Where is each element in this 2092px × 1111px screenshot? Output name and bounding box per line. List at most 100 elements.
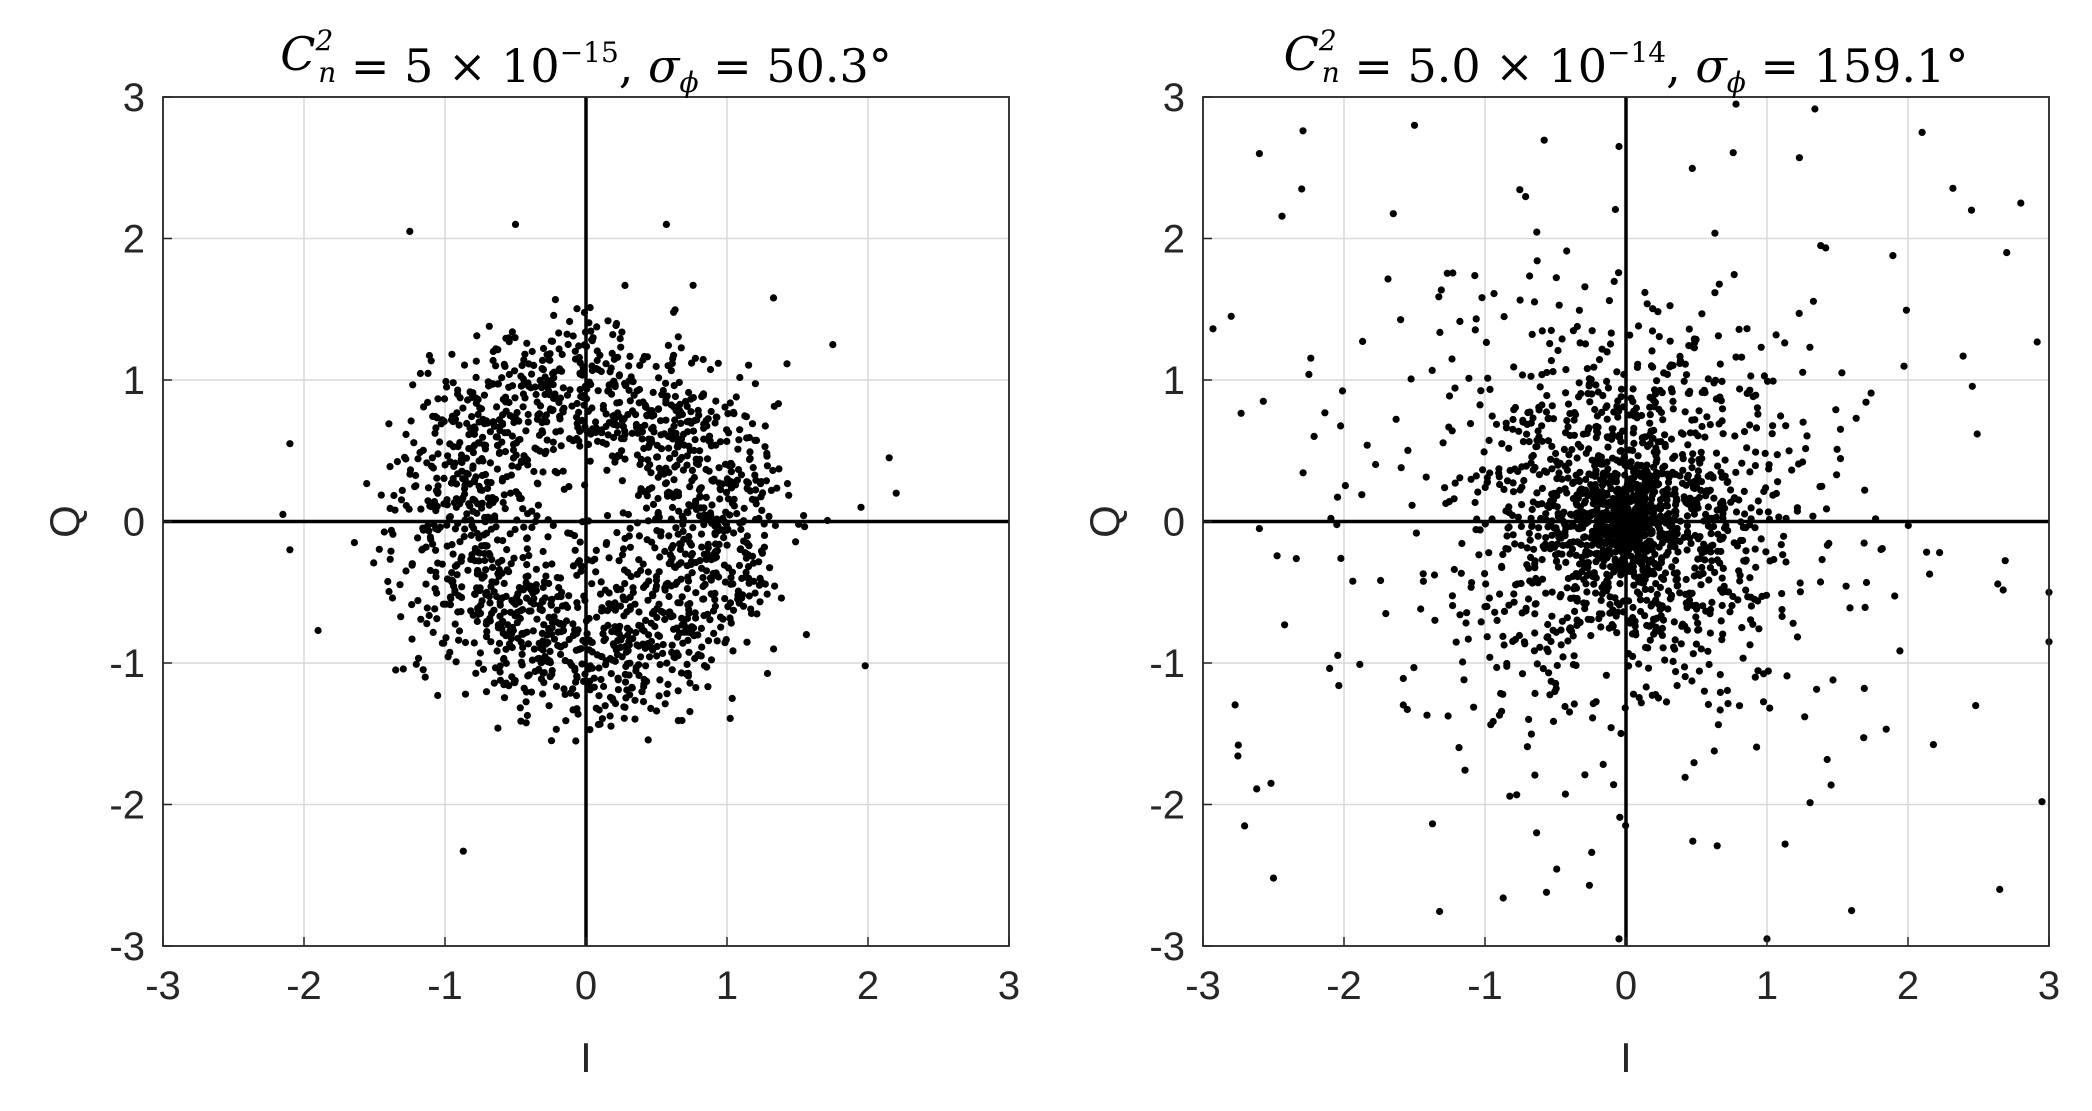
scatter-point: [1691, 564, 1699, 572]
scatter-point: [647, 704, 655, 713]
scatter-point: [482, 688, 491, 696]
scatter-point: [523, 561, 531, 569]
scatter-point: [1498, 563, 1506, 572]
scatter-point: [566, 435, 574, 443]
scatter-point: [1610, 781, 1618, 789]
scatter-point: [1672, 556, 1680, 565]
scatter-point: [410, 439, 418, 447]
scatter-point: [1754, 667, 1762, 675]
scatter-point: [610, 433, 618, 442]
scatter-point: [543, 351, 551, 359]
scatter-point: [1591, 405, 1599, 414]
scatter-point: [1615, 935, 1623, 943]
scatter-point: [500, 694, 509, 702]
scatter-point: [520, 356, 528, 364]
scatter-point: [564, 529, 572, 537]
scatter-point: [446, 648, 454, 656]
scatter-point: [733, 476, 742, 484]
scatter-point: [1739, 536, 1747, 545]
scatter-point: [1627, 561, 1635, 569]
scatter-point: [507, 626, 515, 635]
scatter-point: [757, 480, 765, 488]
scatter-point: [1809, 297, 1817, 305]
scatter-point: [692, 589, 700, 597]
scatter-point: [668, 666, 676, 674]
scatter-point: [1530, 298, 1539, 306]
scatter-point: [1634, 452, 1642, 460]
scatter-point: [635, 556, 643, 564]
scatter-point: [573, 399, 581, 408]
y-tick-label: 3: [1163, 76, 1185, 120]
scatter-point: [770, 645, 778, 653]
scatter-point: [694, 652, 702, 660]
scatter-point: [429, 412, 437, 420]
scatter-point: [1538, 556, 1546, 564]
scatter-point: [386, 555, 394, 563]
scatter-point: [573, 599, 581, 607]
scatter-point: [1499, 894, 1507, 902]
scatter-point: [1662, 698, 1671, 706]
scatter-point: [487, 479, 495, 487]
scatter-point: [1482, 580, 1490, 588]
scatter-point: [777, 594, 786, 602]
scatter-point: [1502, 424, 1510, 432]
scatter-point: [489, 356, 497, 365]
scatter-point: [1305, 370, 1313, 378]
scatter-point: [510, 678, 518, 686]
scatter-point: [390, 491, 398, 500]
scatter-point: [1358, 491, 1366, 499]
scatter-point: [386, 463, 394, 471]
scatter-point: [1661, 443, 1669, 451]
scatter-point: [1994, 580, 2002, 588]
scatter-point: [751, 589, 759, 597]
scatter-point: [454, 443, 462, 451]
scatter-point: [686, 502, 695, 510]
scatter-point: [399, 665, 407, 673]
scatter-point: [1607, 724, 1615, 732]
scatter-point: [402, 455, 410, 463]
scatter-point: [1431, 616, 1439, 624]
scatter-point: [727, 468, 736, 476]
scatter-point: [446, 513, 454, 521]
scatter-point: [1832, 406, 1840, 414]
scatter-point: [1575, 306, 1583, 314]
scatter-point: [714, 527, 722, 535]
scatter-point: [1572, 551, 1580, 559]
scatter-point: [634, 491, 643, 500]
scatter-point: [1477, 387, 1485, 395]
scatter-point: [685, 606, 693, 614]
scatter-point: [757, 493, 765, 501]
x-tick-label: -1: [427, 964, 463, 1008]
scatter-point: [1509, 531, 1517, 539]
scatter-point: [1802, 445, 1810, 453]
scatter-point: [425, 611, 433, 620]
scatter-point: [607, 670, 615, 678]
scatter-point: [644, 736, 652, 744]
scatter-point: [662, 379, 670, 387]
scatter-point: [501, 362, 509, 370]
scatter-point: [458, 593, 466, 602]
scatter-point: [1604, 502, 1612, 510]
scatter-point: [494, 442, 502, 450]
scatter-point: [519, 375, 527, 383]
scatter-point: [665, 532, 673, 540]
x-tick-label: 3: [2038, 964, 2060, 1008]
scatter-point: [569, 620, 577, 628]
scatter-point: [631, 696, 639, 704]
scatter-point: [1822, 505, 1831, 513]
scatter-point: [1500, 641, 1508, 649]
scatter-point: [529, 627, 537, 635]
scatter-point: [1586, 398, 1594, 406]
scatter-point: [599, 630, 607, 638]
scatter-point: [1647, 362, 1656, 370]
scatter-point: [1738, 624, 1746, 632]
scatter-point: [619, 545, 628, 553]
scatter-point: [715, 464, 723, 472]
scatter-point: [1700, 687, 1708, 695]
scatter-point: [1452, 638, 1460, 646]
scatter-point: [594, 387, 602, 395]
scatter-point: [682, 628, 690, 636]
scatter-point: [417, 505, 425, 513]
scatter-point: [1667, 537, 1675, 545]
scatter-point: [1634, 360, 1642, 368]
